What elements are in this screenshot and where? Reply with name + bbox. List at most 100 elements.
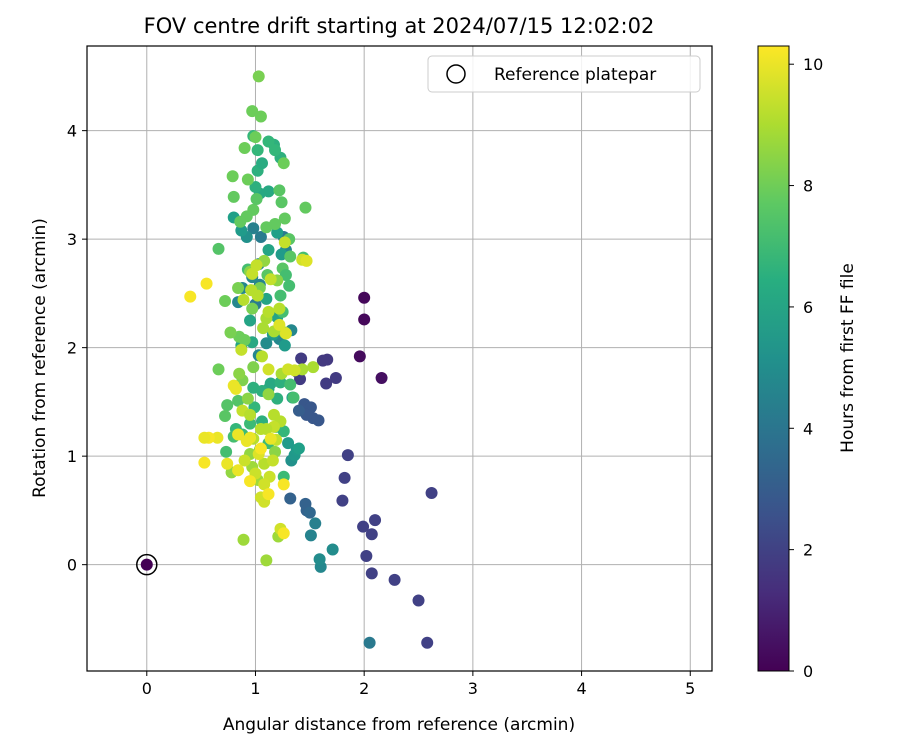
scatter-point xyxy=(303,506,316,519)
scatter-point xyxy=(375,372,388,385)
scatter-point xyxy=(277,478,290,491)
scatter-point xyxy=(241,392,254,405)
scatter-point xyxy=(258,478,271,491)
scatter-point xyxy=(360,549,373,562)
scatter-point xyxy=(247,361,260,374)
scatter-point xyxy=(336,494,349,507)
scatter-point xyxy=(254,230,267,243)
scatter-point xyxy=(326,543,339,556)
scatter-point xyxy=(283,279,296,292)
colorbar-tick-label: 2 xyxy=(803,541,813,560)
scatter-point xyxy=(262,305,275,318)
x-tick-label: 3 xyxy=(468,679,478,698)
scatter-point xyxy=(260,337,273,350)
scatter-point xyxy=(278,236,291,249)
scatter-point xyxy=(219,410,232,423)
legend-marker xyxy=(446,64,466,84)
scatter-point xyxy=(279,327,292,340)
colorbar-gradient xyxy=(757,45,790,672)
scatter-point xyxy=(232,394,245,407)
chart-title: FOV centre drift starting at 2024/07/15 … xyxy=(144,14,655,38)
scatter-point xyxy=(254,442,267,455)
scatter-point xyxy=(338,471,351,484)
scatter-point xyxy=(425,487,438,500)
scatter-point xyxy=(256,350,268,363)
scatter-point xyxy=(224,326,237,339)
scatter-point xyxy=(241,173,254,186)
scatter-point xyxy=(249,181,262,194)
scatter-point xyxy=(264,432,277,445)
scatter-point xyxy=(256,157,268,170)
scatter-point xyxy=(246,267,259,280)
scatter-point xyxy=(264,273,277,286)
scatter-point xyxy=(287,391,300,404)
scatter-point xyxy=(244,431,257,444)
scatter-point xyxy=(365,528,378,541)
scatter-point xyxy=(232,281,245,294)
scatter-point xyxy=(260,221,273,234)
colorbar-tick-label: 4 xyxy=(803,419,813,438)
scatter-point xyxy=(292,442,305,455)
scatter-point xyxy=(252,70,265,83)
scatter-point xyxy=(273,184,286,197)
scatter-point xyxy=(220,445,233,458)
scatter-point xyxy=(312,414,325,427)
scatter-point xyxy=(246,105,259,118)
scatter-point xyxy=(266,454,279,467)
scatter-point xyxy=(357,520,370,533)
scatter-point xyxy=(254,110,267,123)
y-tick-label: 1 xyxy=(67,447,77,466)
scatter-point xyxy=(329,372,342,385)
scatter-point xyxy=(275,196,288,209)
scatter-point xyxy=(292,404,305,417)
scatter-point xyxy=(211,431,224,444)
scatter-point xyxy=(246,302,259,315)
y-tick-label: 4 xyxy=(67,122,77,141)
scatter-point xyxy=(249,131,262,144)
scatter-point xyxy=(251,144,264,157)
x-axis-label: Angular distance from reference (arcmin) xyxy=(223,715,575,735)
scatter-point xyxy=(284,378,297,391)
scatter-point xyxy=(232,464,245,477)
scatter-point xyxy=(307,361,320,374)
scatter-point xyxy=(250,192,263,205)
legend-label: Reference platepar xyxy=(494,65,656,85)
scatter-point xyxy=(226,170,239,183)
scatter-point xyxy=(358,313,371,326)
scatter-point xyxy=(388,573,401,586)
scatter-point xyxy=(234,215,247,228)
scatter-point xyxy=(284,250,297,263)
scatter-point xyxy=(221,399,234,412)
scatter-point xyxy=(247,222,260,235)
colorbar-tick-label: 6 xyxy=(803,298,813,317)
legend: Reference platepar xyxy=(427,55,701,93)
x-tick-label: 0 xyxy=(142,679,152,698)
y-axis-label: Rotation from reference (arcmin) xyxy=(30,218,50,498)
scatter-point xyxy=(212,363,225,376)
scatter-point xyxy=(235,343,248,356)
scatter-point xyxy=(363,636,376,649)
scatter-point xyxy=(262,488,275,501)
scatter-point xyxy=(238,454,251,467)
scatter-point xyxy=(299,201,312,214)
colorbar-tick-label: 10 xyxy=(803,55,823,74)
colorbar-label: Hours from first FF file xyxy=(838,263,858,453)
y-tick-label: 3 xyxy=(67,230,77,249)
x-tick-label: 1 xyxy=(250,679,260,698)
legend-box xyxy=(427,55,701,93)
scatter-point xyxy=(198,431,211,444)
x-axis-ticks: 0 1 2 3 4 5 xyxy=(142,671,695,698)
scatter-point xyxy=(244,408,257,421)
scatter-point xyxy=(221,457,234,470)
scatter-point xyxy=(278,212,291,225)
scatter-point xyxy=(282,437,295,450)
scatter-point xyxy=(212,242,225,255)
colorbar-tick-label: 0 xyxy=(803,662,813,681)
scatter-point xyxy=(238,141,251,154)
scatter-point xyxy=(273,318,286,331)
y-tick-label: 0 xyxy=(67,556,77,575)
scatter-point xyxy=(295,352,308,365)
scatter-point xyxy=(365,567,378,580)
reference-marker-group xyxy=(136,553,158,576)
scatter-point xyxy=(260,554,273,567)
